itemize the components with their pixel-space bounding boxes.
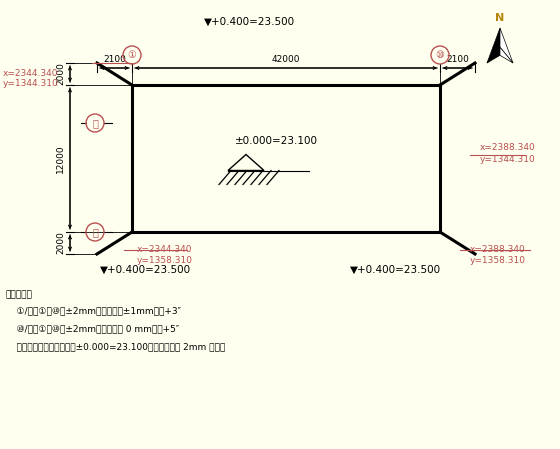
Polygon shape [487,28,500,63]
Text: x=2344.340: x=2344.340 [3,69,58,78]
Text: x=2344.340: x=2344.340 [137,245,193,254]
Text: 2100: 2100 [103,55,126,64]
Text: 2000: 2000 [56,232,65,255]
Text: ▼+0.400=23.500: ▼+0.400=23.500 [350,265,441,275]
Text: y=1344.310: y=1344.310 [3,79,59,88]
Text: ①: ① [128,50,137,60]
Polygon shape [500,47,513,63]
Text: ⑩: ⑩ [436,50,445,60]
Polygon shape [487,47,500,63]
Text: x=2388.340: x=2388.340 [480,144,536,153]
Text: ⑩/Ⓐ：①～⑩边±2mm；Ⓕ～Ⓐ边 0 mm，角+5″: ⑩/Ⓐ：①～⑩边±2mm；Ⓕ～Ⓐ边 0 mm，角+5″ [5,324,179,333]
Text: y=1358.310: y=1358.310 [137,256,193,265]
Text: ▼+0.400=23.500: ▼+0.400=23.500 [100,265,191,275]
Text: Ⓕ: Ⓕ [92,118,98,128]
Text: Ⓐ: Ⓐ [92,227,98,237]
Text: ±0.000=23.100: ±0.000=23.100 [235,136,318,145]
Text: y=1358.310: y=1358.310 [470,256,526,265]
Text: 2100: 2100 [446,55,469,64]
Text: 42000: 42000 [272,55,300,64]
Text: 12000: 12000 [56,144,65,173]
Text: ①/Ⓕ：①～⑩边±2mm；Ⓕ～Ⓐ边±1mm，角+3″: ①/Ⓕ：①～⑩边±2mm；Ⓕ～Ⓐ边±1mm，角+3″ [5,306,181,315]
Polygon shape [500,28,513,63]
Text: y=1344.310: y=1344.310 [480,155,536,164]
Text: x=2388.340: x=2388.340 [470,245,526,254]
Text: 2000: 2000 [56,62,65,85]
Text: 引测施工现场的施工标高±0.000=23.100，三个误差在 2mm 以内。: 引测施工现场的施工标高±0.000=23.100，三个误差在 2mm 以内。 [5,342,225,351]
Text: N: N [496,13,505,23]
Text: ▼+0.400=23.500: ▼+0.400=23.500 [204,17,296,27]
Text: 复测结果：: 复测结果： [5,290,32,299]
